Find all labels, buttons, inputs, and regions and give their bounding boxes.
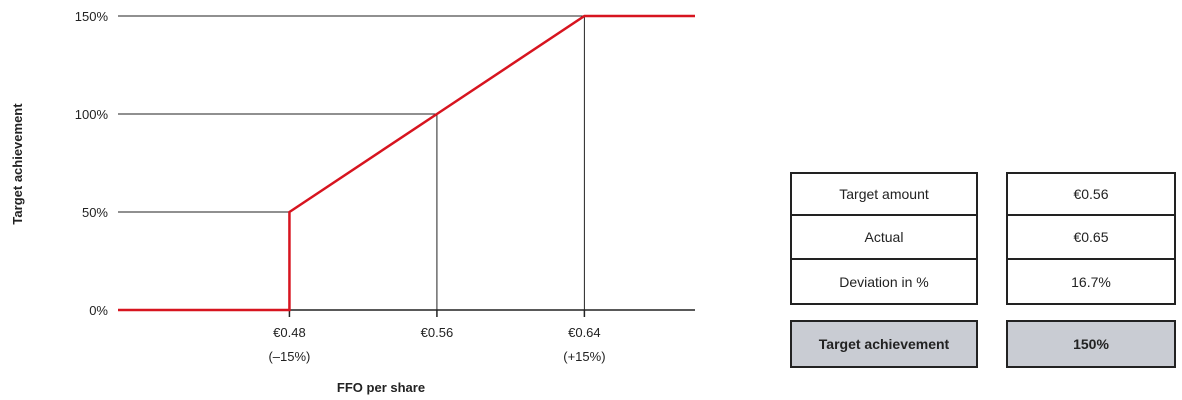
table-value-target-amount: €0.56 [1006,172,1176,216]
table-label-deviation: Deviation in % [790,258,978,305]
y-tick-label: 0% [89,303,108,318]
table-label-actual: Actual [790,214,978,260]
x-tick-labels: €0.48 (–15%) €0.56 €0.64 (+15%) [268,325,605,364]
table-value-deviation: 16.7% [1006,258,1176,305]
chart-grid [118,15,585,213]
x-tick-label: €0.64 [568,325,601,340]
table-label-target-achievement: Target achievement [790,320,978,368]
x-tick-label: €0.56 [421,325,454,340]
y-tick-label: 150% [75,9,109,24]
x-tick-sublabel: (+15%) [563,349,605,364]
table-value-actual: €0.65 [1006,214,1176,260]
y-tick-label: 100% [75,107,109,122]
chart-drop-lines [288,16,585,310]
table-label-target-amount: Target amount [790,172,978,216]
x-axis-title: FFO per share [337,380,425,395]
y-tick-labels: 0% 50% 100% 150% [75,9,109,318]
x-tick-sublabel: (–15%) [268,349,310,364]
series-line [118,14,695,312]
target-achievement-chart: 0% 50% 100% 150% €0.48 (–15%) €0.56 €0.64 (+15%… [10,9,695,395]
y-axis-title: Target achievement [10,103,25,225]
x-tick-label: €0.48 [273,325,306,340]
table-value-target-achievement: 150% [1006,320,1176,368]
y-tick-label: 50% [82,205,108,220]
